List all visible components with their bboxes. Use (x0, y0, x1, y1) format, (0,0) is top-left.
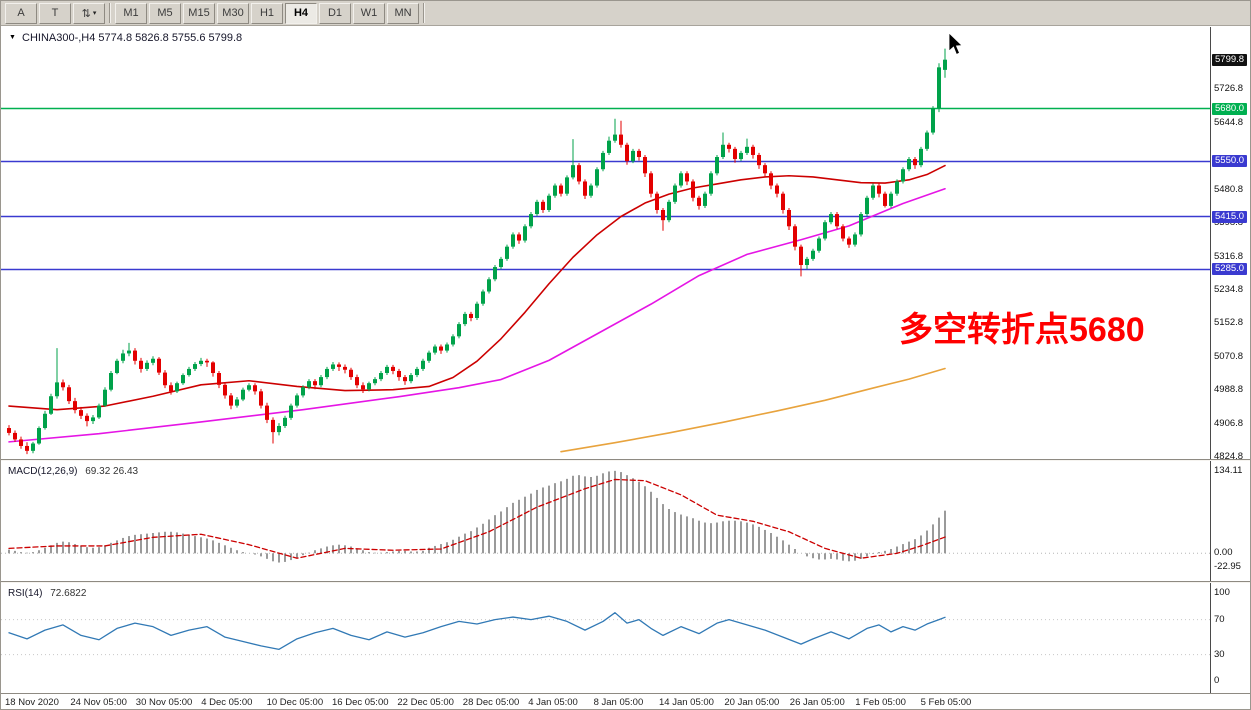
toolbar-separator (423, 3, 425, 23)
rsi-title-bar: RSI(14) 72.6822 (8, 588, 86, 599)
rsi-pane (1, 583, 1210, 693)
toolbar-left-tools: A T ⇅ ▾ (5, 2, 105, 24)
price-level-badge: 5680.0 (1212, 102, 1248, 115)
time-axis-label: 5 Feb 05:00 (920, 697, 972, 708)
rsi-value: 72.6822 (50, 588, 87, 599)
macd-values: 69.32 26.43 (85, 466, 139, 477)
time-axis-label: 28 Dec 05:00 (462, 697, 520, 708)
time-axis: 18 Nov 2020 24 Nov 05:00 30 Nov 05:00 4 Dec… (1, 694, 1210, 709)
pane-divider[interactable] (1, 581, 1250, 583)
dropdown-caret-icon: ▾ (92, 10, 97, 17)
price-axis-label: 5316.8 (1214, 250, 1244, 262)
toolbar: A T ⇅ ▾ M1 M5 M15 M30 H1 H4 D1 W1 MN (1, 1, 1250, 26)
pane-divider (1, 693, 1250, 694)
toolbar-arrow-tool-button[interactable]: A (5, 2, 37, 24)
price-level-badge: 5799.8 (1212, 53, 1248, 66)
price-level-badge: 5285.0 (1212, 263, 1248, 276)
rsi-chart[interactable] (1, 583, 1210, 693)
price-level-badge: 5415.0 (1212, 210, 1248, 223)
chart-ohlc-title: CHINA300-,H4 5774.8 5826.8 5755.6 5799.8 (22, 32, 243, 44)
toolbar-text-tool-button[interactable]: T (39, 2, 71, 24)
rsi-axis-label: 30 (1214, 648, 1225, 660)
annotation-text: 多空转折点5680 (899, 311, 1145, 349)
time-axis-label: 4 Dec 05:00 (201, 697, 253, 708)
time-axis-label: 18 Nov 2020 (5, 697, 59, 708)
time-axis-label: 14 Jan 05:00 (659, 697, 714, 708)
crosshair-tool-icon: ⇅ (81, 7, 91, 20)
price-axis-label: 5234.8 (1214, 283, 1244, 295)
time-axis-label: 10 Dec 05:00 (266, 697, 324, 708)
price-axis-label: 5726.8 (1214, 83, 1244, 95)
timeframe-buttons: M1 M5 M15 M30 H1 H4 D1 W1 MN (115, 2, 419, 24)
timeframe-button-m15[interactable]: M15 (183, 2, 215, 24)
timeframe-button-m1[interactable]: M1 (115, 2, 147, 24)
macd-axis-label: 0.00 (1214, 547, 1233, 559)
timeframe-button-h1[interactable]: H1 (251, 2, 283, 24)
time-axis-label: 16 Dec 05:00 (332, 697, 389, 708)
price-axis-label: 5152.8 (1214, 317, 1244, 329)
symbol-dropdown-icon[interactable]: ▼ (9, 34, 16, 41)
rsi-axis-label: 0 (1214, 674, 1220, 686)
timeframe-button-w1[interactable]: W1 (353, 2, 385, 24)
mouse-cursor-icon (948, 32, 963, 56)
macd-pane (1, 461, 1210, 581)
price-chart[interactable]: 多空转折点5680 (1, 27, 1210, 459)
price-axis-label: 4988.8 (1214, 384, 1244, 396)
price-axis-label: 5480.8 (1214, 183, 1244, 195)
price-axis-label: 5644.8 (1214, 116, 1244, 128)
macd-chart[interactable] (1, 461, 1210, 581)
price-axis-label: 5398.8 (1214, 217, 1244, 229)
macd-title-bar: MACD(12,26,9) 69.32 26.43 (8, 466, 138, 477)
price-level-badge: 5550.0 (1212, 155, 1248, 168)
toolbar-crosshair-tool-button[interactable]: ⇅ ▾ (73, 2, 105, 24)
pane-divider[interactable] (1, 459, 1250, 461)
time-axis-label: 20 Jan 05:00 (724, 697, 780, 708)
chart-title-bar: ▼ CHINA300-,H4 5774.8 5826.8 5755.6 5799… (9, 32, 242, 44)
macd-title: MACD(12,26,9) (8, 466, 78, 477)
timeframe-button-mn[interactable]: MN (387, 2, 419, 24)
price-axis-label: 4824.8 (1214, 451, 1244, 463)
time-axis-label: 26 Jan 05:00 (789, 697, 845, 708)
timeframe-button-h4[interactable]: H4 (285, 2, 317, 24)
rsi-axis-label: 100 (1214, 587, 1230, 599)
arrow-tool-icon: A (17, 7, 25, 19)
macd-axis-label: -22.95 (1214, 561, 1241, 573)
price-axis-label: 4906.8 (1214, 417, 1244, 429)
time-axis-label: 8 Jan 05:00 (593, 697, 644, 708)
time-axis-label: 24 Nov 05:00 (70, 697, 127, 708)
time-axis-label: 22 Dec 05:00 (397, 697, 454, 708)
timeframe-button-m30[interactable]: M30 (217, 2, 249, 24)
price-axis-column: 5726.8 5644.8 5480.8 5398.8 5316.8 5234.8 5152… (1210, 27, 1250, 694)
rsi-axis-label: 70 (1214, 613, 1225, 625)
text-tool-icon: T (51, 7, 59, 19)
price-axis-label: 5070.8 (1214, 350, 1244, 362)
time-axis-label: 1 Feb 05:00 (855, 697, 906, 708)
price-pane: 多空转折点5680 (1, 27, 1210, 459)
timeframe-button-m5[interactable]: M5 (149, 2, 181, 24)
toolbar-separator (109, 3, 111, 23)
macd-axis-label: 134.11 (1214, 464, 1243, 476)
time-axis-label: 4 Jan 05:00 (528, 697, 578, 708)
rsi-title: RSI(14) (8, 588, 43, 599)
timeframe-button-d1[interactable]: D1 (319, 2, 351, 24)
time-axis-label: 30 Nov 05:00 (135, 697, 193, 708)
